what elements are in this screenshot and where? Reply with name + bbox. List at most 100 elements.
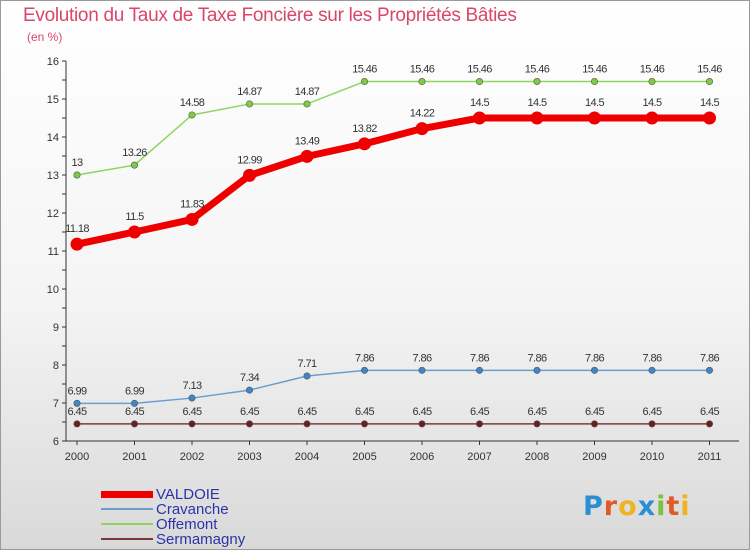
data-label-cravanche: 7.34: [240, 372, 259, 384]
data-label-offemont: 14.58: [180, 97, 205, 109]
data-label-valdoie: 11.18: [65, 223, 89, 235]
data-point-offemont: [73, 171, 81, 179]
data-point-valdoie: [588, 111, 601, 125]
data-point-valdoie: [300, 149, 314, 163]
data-point-valdoie: [645, 111, 659, 125]
data-label-offemont: 14.87: [237, 86, 262, 98]
data-point-offemont: [360, 78, 368, 86]
data-point-cravanche: [590, 366, 598, 374]
data-point-valdoie: [415, 122, 429, 136]
x-tick-label: 2008: [525, 451, 549, 463]
data-label-offemont: 15.46: [410, 64, 435, 76]
data-point-valdoie: [185, 212, 199, 226]
data-point-sermamagny: [303, 420, 311, 428]
data-label-cravanche: 7.86: [642, 352, 661, 364]
data-label-valdoie: 11.5: [125, 211, 144, 223]
y-tick-label: 7: [53, 398, 59, 410]
x-tick-label: 2000: [65, 451, 89, 463]
data-label-sermamagny: 6.45: [527, 406, 546, 418]
x-tick-label: 2009: [582, 451, 606, 463]
data-point-sermamagny: [590, 420, 598, 428]
y-tick-label: 16: [47, 56, 59, 68]
chart-subtitle: (en %): [27, 30, 63, 44]
data-label-cravanche: 7.86: [585, 352, 604, 364]
data-label-sermamagny: 6.45: [67, 406, 86, 418]
data-label-offemont: 15.46: [582, 64, 607, 76]
data-point-valdoie: [243, 168, 256, 182]
data-point-cravanche: [360, 366, 368, 374]
data-point-sermamagny: [533, 420, 541, 428]
data-point-valdoie: [703, 111, 716, 125]
data-label-valdoie: 12.99: [237, 154, 262, 166]
y-tick-label: 9: [53, 322, 59, 334]
series-line-offemont: [76, 80, 710, 176]
data-point-valdoie: [70, 237, 84, 251]
y-tick-label: 8: [53, 360, 59, 372]
data-label-offemont: 15.46: [352, 64, 377, 76]
data-label-sermamagny: 6.45: [470, 406, 489, 418]
legend-swatch: [101, 523, 153, 525]
data-label-cravanche: 7.86: [355, 352, 374, 364]
data-label-offemont: 15.46: [525, 64, 550, 76]
data-label-cravanche: 7.86: [527, 352, 546, 364]
data-label-valdoie: 11.83: [180, 198, 204, 210]
legend-swatch: [101, 490, 153, 498]
data-label-cravanche: 7.86: [412, 352, 431, 364]
y-tick-label: 6: [53, 436, 59, 448]
data-label-offemont: 15.46: [697, 64, 722, 76]
data-label-cravanche: 7.71: [297, 358, 316, 370]
data-point-sermamagny: [418, 420, 426, 428]
series-valdoie: 11.18 11.5 11.83 12.99 13.49 13.82 14.22 14.5 14…: [65, 97, 720, 251]
x-tick-label: 2005: [352, 451, 376, 463]
series-sermamagny: 6.45 6.45 6.45 6.45 6.45 6.45 6.45 6.45 6.45 6.45…: [67, 406, 720, 428]
data-label-sermamagny: 6.45: [297, 406, 316, 418]
y-tick-label: 15: [47, 94, 59, 106]
chart-title: Evolution du Taux de Taxe Foncière sur l…: [23, 5, 517, 26]
data-label-offemont: 15.46: [640, 64, 665, 76]
data-label-cravanche: 6.99: [125, 385, 144, 397]
series-offemont: 13 13.26 14.58 14.87 14.87 15.46 15.46 15.46 15.…: [71, 64, 723, 179]
data-point-sermamagny: [705, 420, 713, 428]
data-label-sermamagny: 6.45: [355, 406, 374, 418]
x-tick-label: 2011: [698, 451, 722, 463]
legend-swatch: [101, 538, 153, 540]
data-label-sermamagny: 6.45: [700, 406, 719, 418]
x-tick-label: 2007: [467, 451, 491, 463]
data-point-cravanche: [131, 399, 139, 407]
data-point-sermamagny: [246, 420, 254, 428]
data-label-offemont: 13.26: [122, 147, 147, 159]
x-tick-label: 2004: [295, 451, 319, 463]
data-label-cravanche: 6.99: [67, 385, 86, 397]
y-tick-label: 10: [47, 284, 59, 296]
legend-label: Offemont: [156, 516, 218, 533]
data-point-valdoie: [473, 111, 486, 125]
series-cravanche: 6.99 6.99 7.13 7.34 7.71 7.86 7.86 7.86 7.86 7.86…: [67, 352, 720, 407]
x-tick-label: 2006: [410, 451, 434, 463]
data-point-cravanche: [303, 372, 311, 380]
data-point-offemont: [246, 100, 254, 108]
legend-label: Cravanche: [156, 501, 229, 518]
data-label-valdoie: 14.5: [642, 97, 661, 109]
data-point-cravanche: [73, 399, 81, 407]
data-label-valdoie: 13.82: [352, 123, 377, 135]
data-point-offemont: [131, 161, 139, 169]
y-tick-label: 14: [47, 132, 59, 144]
data-point-offemont: [590, 78, 598, 86]
x-tick-label: 2001: [122, 451, 146, 463]
data-point-cravanche: [705, 366, 713, 374]
data-label-sermamagny: 6.45: [642, 406, 661, 418]
data-label-valdoie: 14.22: [410, 108, 435, 120]
data-label-sermamagny: 6.45: [125, 406, 144, 418]
data-point-offemont: [475, 78, 483, 86]
y-tick-label: 12: [47, 208, 59, 220]
data-point-cravanche: [418, 366, 426, 374]
x-tick-label: 2002: [180, 451, 204, 463]
data-label-sermamagny: 6.45: [585, 406, 604, 418]
data-point-cravanche: [246, 386, 254, 394]
data-point-cravanche: [533, 366, 541, 374]
data-label-offemont: 15.46: [467, 64, 492, 76]
data-label-cravanche: 7.13: [182, 380, 201, 392]
data-point-cravanche: [188, 394, 196, 402]
data-label-sermamagny: 6.45: [182, 406, 201, 418]
